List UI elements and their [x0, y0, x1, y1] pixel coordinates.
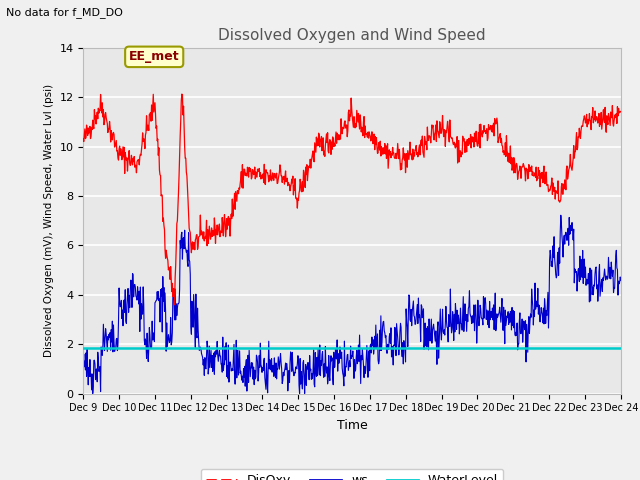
X-axis label: Time: Time	[337, 419, 367, 432]
Text: No data for f_MD_DO: No data for f_MD_DO	[6, 7, 124, 18]
Y-axis label: Dissolved Oxygen (mV), Wind Speed, Water Lvl (psi): Dissolved Oxygen (mV), Wind Speed, Water…	[44, 84, 54, 358]
Text: EE_met: EE_met	[129, 50, 180, 63]
Legend: DisOxy, ws, WaterLevel: DisOxy, ws, WaterLevel	[201, 469, 503, 480]
Title: Dissolved Oxygen and Wind Speed: Dissolved Oxygen and Wind Speed	[218, 28, 486, 43]
